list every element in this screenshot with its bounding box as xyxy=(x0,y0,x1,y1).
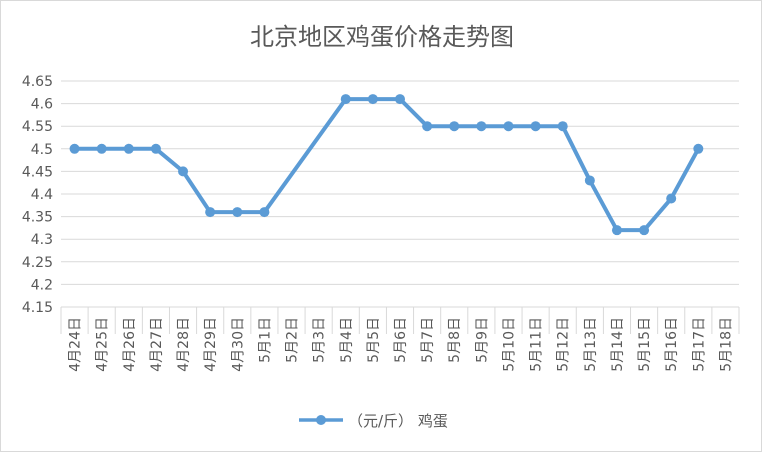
x-tick-label: 5月7日 xyxy=(420,317,436,363)
y-tick-label: 4.65 xyxy=(22,74,53,90)
x-tick-label: 4月28日 xyxy=(176,317,192,372)
data-point xyxy=(557,121,568,132)
x-tick-label: 4月26日 xyxy=(122,317,138,372)
y-tick-label: 4.35 xyxy=(22,210,53,226)
y-tick-label: 4.15 xyxy=(22,300,53,316)
data-point xyxy=(232,207,243,218)
x-tick-label: 5月17日 xyxy=(691,317,707,372)
data-point xyxy=(259,207,270,218)
x-tick-label: 5月14日 xyxy=(610,317,626,372)
chart-title: 北京地区鸡蛋价格走势图 xyxy=(250,23,514,51)
data-point xyxy=(666,193,677,204)
data-point xyxy=(205,207,216,218)
series-line xyxy=(72,97,701,233)
x-tick-label: 5月6日 xyxy=(393,317,409,363)
data-point xyxy=(178,166,189,177)
x-tick-label: 5月2日 xyxy=(285,317,301,363)
data-point xyxy=(69,143,80,154)
data-point xyxy=(367,94,378,105)
x-tick-label: 4月30日 xyxy=(230,317,246,372)
y-tick-label: 4.45 xyxy=(22,164,53,180)
legend: （元/斤） 鸡蛋 xyxy=(299,412,448,430)
data-point xyxy=(639,225,650,236)
x-tick-label: 4月29日 xyxy=(203,317,219,372)
x-tick-label: 5月4日 xyxy=(339,317,355,363)
y-tick-label: 4.55 xyxy=(22,119,53,135)
x-tick-label: 5月15日 xyxy=(637,317,653,372)
data-point xyxy=(422,121,433,132)
x-tick-label: 5月11日 xyxy=(529,317,545,372)
data-point xyxy=(503,121,514,132)
data-point xyxy=(96,143,107,154)
data-point xyxy=(693,143,704,154)
x-tick-label: 5月5日 xyxy=(366,317,382,363)
data-point xyxy=(123,143,134,154)
data-point xyxy=(476,121,487,132)
y-tick-label: 4.6 xyxy=(31,97,53,113)
x-tick-label: 4月27日 xyxy=(149,317,165,372)
y-tick-label: 4.25 xyxy=(22,255,53,271)
x-tick-label: 5月12日 xyxy=(556,317,572,372)
data-point xyxy=(340,94,351,105)
y-tick-label: 4.4 xyxy=(31,187,53,203)
data-point xyxy=(395,94,405,105)
data-point xyxy=(584,175,595,186)
data-point xyxy=(449,121,460,132)
x-tick-label: 5月9日 xyxy=(474,317,490,363)
x-tick-label: 5月10日 xyxy=(501,317,517,372)
legend-label: （元/斤） 鸡蛋 xyxy=(348,412,448,430)
x-tick-label: 5月16日 xyxy=(664,317,680,372)
legend-marker-swatch xyxy=(316,415,326,425)
y-tick-label: 4.5 xyxy=(31,142,53,158)
series-layer xyxy=(69,94,704,236)
x-tick-label: 5月3日 xyxy=(312,317,328,363)
y-axis-tick-labels: 4.15 4.2 4.25 4.3 4.35 4.4 4.45 4.5 4.55 4.6 4.65 xyxy=(22,74,53,316)
y-tick-label: 4.3 xyxy=(31,232,53,248)
x-tick-label: 5月8日 xyxy=(447,317,463,363)
gridlines xyxy=(60,80,740,334)
x-tick-label: 4月24日 xyxy=(68,317,84,372)
x-tick-label: 5月1日 xyxy=(257,317,273,363)
y-tick-label: 4.2 xyxy=(31,277,53,293)
data-point xyxy=(611,225,622,236)
data-point xyxy=(150,143,161,154)
x-axis-tick-labels: 4月24日 4月25日 4月26日 4月27日 4月28日 4月29日 4月30日 5月1日 5… xyxy=(68,317,735,372)
x-tick-label: 4月25日 xyxy=(95,317,111,372)
x-tick-label: 5月13日 xyxy=(583,317,599,372)
x-tick-label: 5月18日 xyxy=(718,317,734,372)
data-point xyxy=(530,121,541,132)
